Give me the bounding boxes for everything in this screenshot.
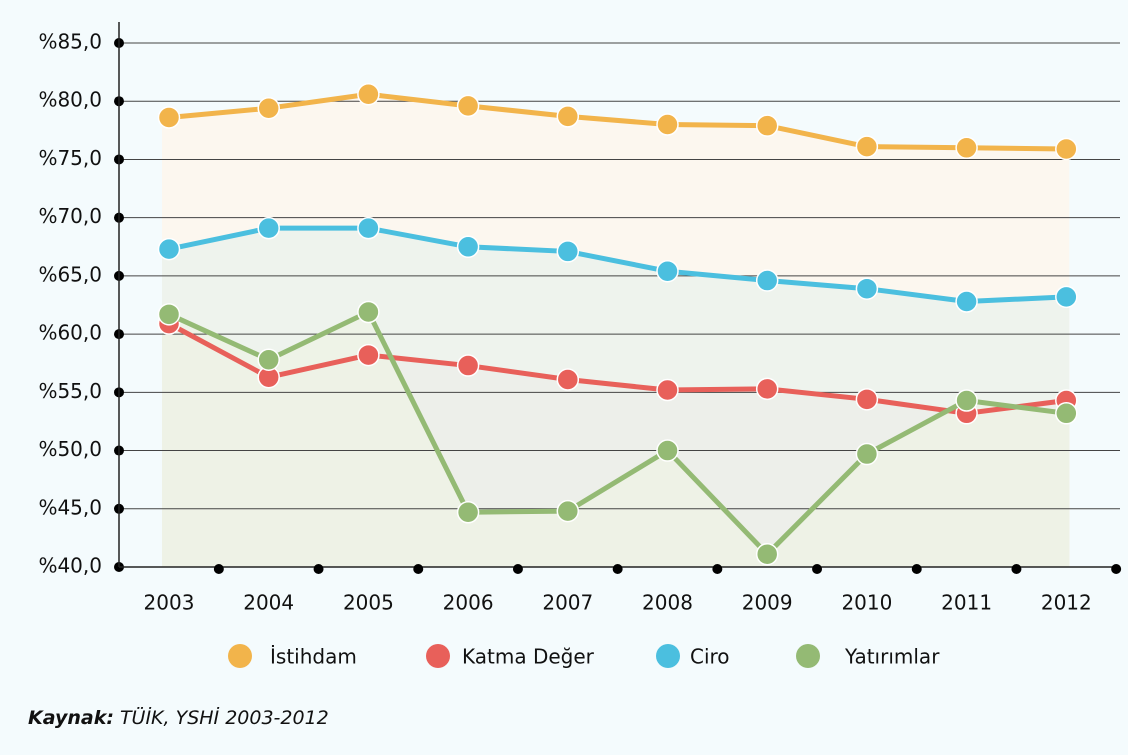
legend-label: Ciro bbox=[690, 645, 730, 669]
x-axis-dot bbox=[812, 564, 823, 574]
x-axis-dot bbox=[712, 564, 723, 574]
y-tick-label: %75,0 bbox=[38, 146, 102, 170]
series-line bbox=[168, 225, 1067, 305]
data-point bbox=[357, 82, 380, 106]
x-axis-dot bbox=[1111, 564, 1122, 574]
series-line bbox=[167, 321, 1067, 416]
data-point bbox=[656, 259, 679, 283]
y-tick-label: %45,0 bbox=[38, 495, 102, 519]
data-point bbox=[456, 94, 480, 118]
data-point bbox=[257, 96, 280, 120]
data-point bbox=[955, 290, 978, 313]
data-point bbox=[456, 354, 480, 377]
data-point bbox=[855, 442, 879, 466]
data-point bbox=[955, 136, 978, 160]
data-point bbox=[157, 237, 181, 261]
data-point bbox=[357, 216, 380, 240]
x-axis-dot bbox=[911, 564, 922, 574]
x-axis-dot bbox=[413, 564, 424, 574]
x-axis-dot bbox=[313, 564, 324, 574]
data-point bbox=[656, 439, 679, 462]
data-point bbox=[556, 499, 580, 523]
legend-marker bbox=[656, 644, 680, 668]
data-point bbox=[656, 378, 679, 402]
series-line bbox=[167, 309, 1067, 557]
source: Kaynak: TÜİK, YSHİ 2003-2012 bbox=[28, 706, 329, 729]
data-point bbox=[755, 542, 779, 566]
area bbox=[162, 311, 1070, 567]
x-tick-label: 2011 bbox=[941, 591, 992, 615]
x-tick-label: 2007 bbox=[542, 591, 593, 615]
x-axis-dot bbox=[612, 564, 623, 574]
legend-marker bbox=[426, 644, 450, 668]
series-line bbox=[168, 91, 1067, 152]
y-tick-label: %85,0 bbox=[38, 30, 102, 54]
data-point bbox=[257, 348, 280, 371]
data-point bbox=[357, 343, 380, 367]
data-point bbox=[1055, 285, 1078, 309]
y-tick-label: %60,0 bbox=[38, 321, 102, 345]
data-point bbox=[1055, 137, 1078, 161]
source-text: TÜİK, YSHİ 2003-2012 bbox=[120, 706, 329, 729]
y-tick-label: %70,0 bbox=[38, 204, 102, 228]
legend-label: İstihdam bbox=[270, 645, 357, 669]
x-tick-label: 2009 bbox=[742, 591, 793, 615]
y-tick-label: %50,0 bbox=[38, 437, 102, 461]
y-tick-label: %65,0 bbox=[38, 262, 102, 286]
legend-marker bbox=[228, 644, 252, 668]
data-point bbox=[855, 388, 879, 411]
data-point bbox=[456, 235, 480, 259]
data-point bbox=[157, 303, 181, 326]
data-point bbox=[157, 106, 181, 129]
data-point bbox=[257, 216, 280, 240]
x-axis-dot bbox=[512, 564, 523, 574]
data-point bbox=[456, 501, 480, 524]
x-tick-label: 2005 bbox=[343, 591, 394, 615]
data-point bbox=[955, 389, 978, 412]
data-point bbox=[556, 105, 580, 128]
data-point bbox=[755, 377, 779, 401]
x-tick-label: 2008 bbox=[642, 591, 693, 615]
data-point bbox=[855, 135, 879, 158]
source-label: Kaynak: bbox=[28, 707, 114, 729]
data-point bbox=[1055, 402, 1078, 425]
data-point bbox=[357, 300, 380, 324]
data-point bbox=[656, 113, 679, 136]
data-point bbox=[755, 114, 779, 137]
legend-label: Katma Değer bbox=[462, 645, 595, 669]
x-tick-label: 2012 bbox=[1041, 591, 1092, 615]
y-tick-label: %80,0 bbox=[38, 88, 102, 112]
y-tick-label: %40,0 bbox=[38, 554, 102, 578]
data-point bbox=[755, 269, 779, 292]
x-axis-dot bbox=[213, 564, 224, 574]
x-tick-label: 2004 bbox=[243, 591, 294, 615]
data-point bbox=[855, 277, 879, 300]
x-tick-label: 2003 bbox=[144, 591, 195, 615]
y-tick-label: %55,0 bbox=[38, 379, 102, 403]
x-tick-label: 2010 bbox=[841, 591, 892, 615]
data-point bbox=[556, 240, 580, 263]
x-axis-dot bbox=[1011, 564, 1022, 574]
legend-label: Yatırımlar bbox=[844, 645, 940, 669]
data-point bbox=[556, 368, 580, 391]
x-tick-label: 2006 bbox=[443, 591, 494, 615]
legend-marker bbox=[796, 644, 820, 668]
